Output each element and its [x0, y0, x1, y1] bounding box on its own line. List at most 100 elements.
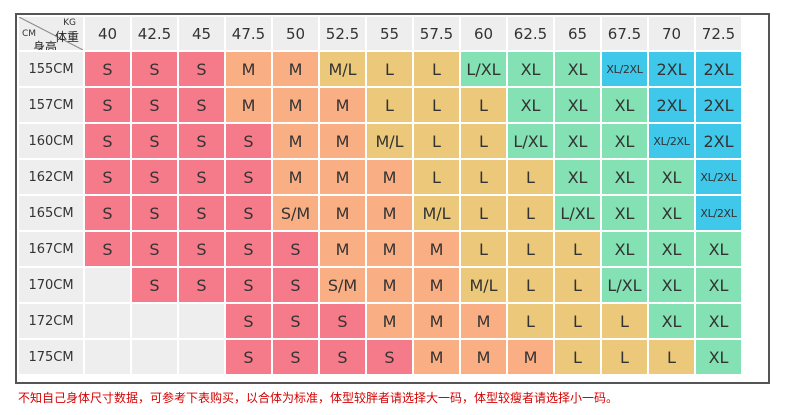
size-cell: L — [555, 232, 600, 266]
empty-size-cell — [85, 304, 130, 338]
weight-header-cell: 52.5 — [320, 17, 365, 50]
size-cell: S — [179, 124, 224, 158]
size-cell: XL — [696, 340, 741, 374]
weight-header-cell: 40 — [85, 17, 130, 50]
size-cell: S — [226, 160, 271, 194]
size-cell: M — [461, 304, 506, 338]
size-cell: L — [461, 88, 506, 122]
sizing-advice-note: 不知自己身体尺寸数据，可参考下表购买，以合体为标准，体型较胖者请选择大一码，体型… — [18, 391, 619, 405]
size-cell: S — [273, 268, 318, 302]
size-cell: XL — [649, 232, 694, 266]
height-row-header: 160CM — [19, 124, 83, 158]
size-cell: S — [132, 88, 177, 122]
size-cell: L — [461, 124, 506, 158]
size-cell: L — [555, 304, 600, 338]
size-cell: L — [508, 196, 553, 230]
height-row-header: 172CM — [19, 304, 83, 338]
weight-header-cell: 55 — [367, 17, 412, 50]
table-row: 175CM S S S S M M M L L L XL — [19, 340, 741, 374]
size-cell: L — [602, 304, 647, 338]
weight-header-cell: 50 — [273, 17, 318, 50]
size-cell: S — [273, 304, 318, 338]
size-cell: M/L — [414, 196, 459, 230]
height-row-header: 167CM — [19, 232, 83, 266]
empty-size-cell — [132, 304, 177, 338]
size-cell: XL/2XL — [602, 52, 647, 86]
size-cell: XL — [555, 52, 600, 86]
size-cell: 2XL — [696, 52, 741, 86]
size-cell: L — [414, 52, 459, 86]
table-row: 172CM S S S M M M L L L XL XL — [19, 304, 741, 338]
size-cell: L — [508, 160, 553, 194]
size-cell: M — [273, 124, 318, 158]
size-cell: L/XL — [602, 268, 647, 302]
weight-header-cell: 57.5 — [414, 17, 459, 50]
weight-header-cell: 70 — [649, 17, 694, 50]
size-cell: XL — [696, 232, 741, 266]
size-chart-table: KG 体重 CM 身高 40 42.5 45 47.5 50 52.5 55 5… — [17, 15, 743, 376]
size-cell: M — [367, 232, 412, 266]
size-cell: 2XL — [696, 88, 741, 122]
size-cell: M — [367, 304, 412, 338]
size-cell: XL — [602, 232, 647, 266]
height-row-header: 170CM — [19, 268, 83, 302]
size-cell: L — [414, 88, 459, 122]
size-cell: XL/2XL — [696, 160, 741, 194]
size-cell: M — [273, 88, 318, 122]
size-cell: S — [226, 124, 271, 158]
size-cell: M — [414, 232, 459, 266]
height-axis-label: 身高 — [33, 40, 58, 50]
size-cell: S — [179, 52, 224, 86]
size-cell: S — [132, 160, 177, 194]
size-cell: L/XL — [508, 124, 553, 158]
weight-header-cell: 45 — [179, 17, 224, 50]
size-cell: XL — [602, 160, 647, 194]
size-cell: M — [320, 88, 365, 122]
table-row: 157CM S S S M M M L L L XL XL XL 2XL 2XL — [19, 88, 741, 122]
size-cell: S/M — [320, 268, 365, 302]
size-cell: S — [132, 52, 177, 86]
weight-header-row: KG 体重 CM 身高 40 42.5 45 47.5 50 52.5 55 5… — [19, 17, 741, 50]
height-row-header: 165CM — [19, 196, 83, 230]
size-cell: M — [367, 268, 412, 302]
size-cell: XL — [508, 52, 553, 86]
size-cell: S — [132, 196, 177, 230]
height-row-header: 157CM — [19, 88, 83, 122]
size-cell: L/XL — [555, 196, 600, 230]
size-cell: M — [273, 52, 318, 86]
size-cell: L — [508, 232, 553, 266]
size-cell: S — [226, 340, 271, 374]
size-cell: S — [226, 268, 271, 302]
size-cell: XL/2XL — [696, 196, 741, 230]
size-cell: L — [602, 340, 647, 374]
size-cell: XL — [649, 268, 694, 302]
size-cell: L — [414, 124, 459, 158]
size-cell: XL — [555, 88, 600, 122]
height-row-header: 162CM — [19, 160, 83, 194]
weight-header-cell: 72.5 — [696, 17, 741, 50]
size-cell: S — [85, 88, 130, 122]
size-cell: S — [85, 160, 130, 194]
size-cell: S — [179, 88, 224, 122]
height-unit-label: CM — [22, 29, 37, 39]
weight-header-cell: 60 — [461, 17, 506, 50]
size-cell: S — [320, 340, 365, 374]
size-cell: S — [273, 340, 318, 374]
weight-header-cell: 47.5 — [226, 17, 271, 50]
empty-size-cell — [85, 268, 130, 302]
size-cell: XL — [555, 124, 600, 158]
empty-size-cell — [179, 304, 224, 338]
size-cell: M/L — [367, 124, 412, 158]
size-cell: XL — [602, 88, 647, 122]
size-cell: XL — [508, 88, 553, 122]
size-cell: L — [461, 160, 506, 194]
size-cell: S — [273, 232, 318, 266]
size-cell: XL/2XL — [649, 124, 694, 158]
size-cell: L — [367, 52, 412, 86]
size-cell: S — [320, 304, 365, 338]
size-cell: S — [367, 340, 412, 374]
size-cell: S — [85, 124, 130, 158]
size-cell: L — [508, 304, 553, 338]
height-row-header: 175CM — [19, 340, 83, 374]
empty-size-cell — [132, 340, 177, 374]
